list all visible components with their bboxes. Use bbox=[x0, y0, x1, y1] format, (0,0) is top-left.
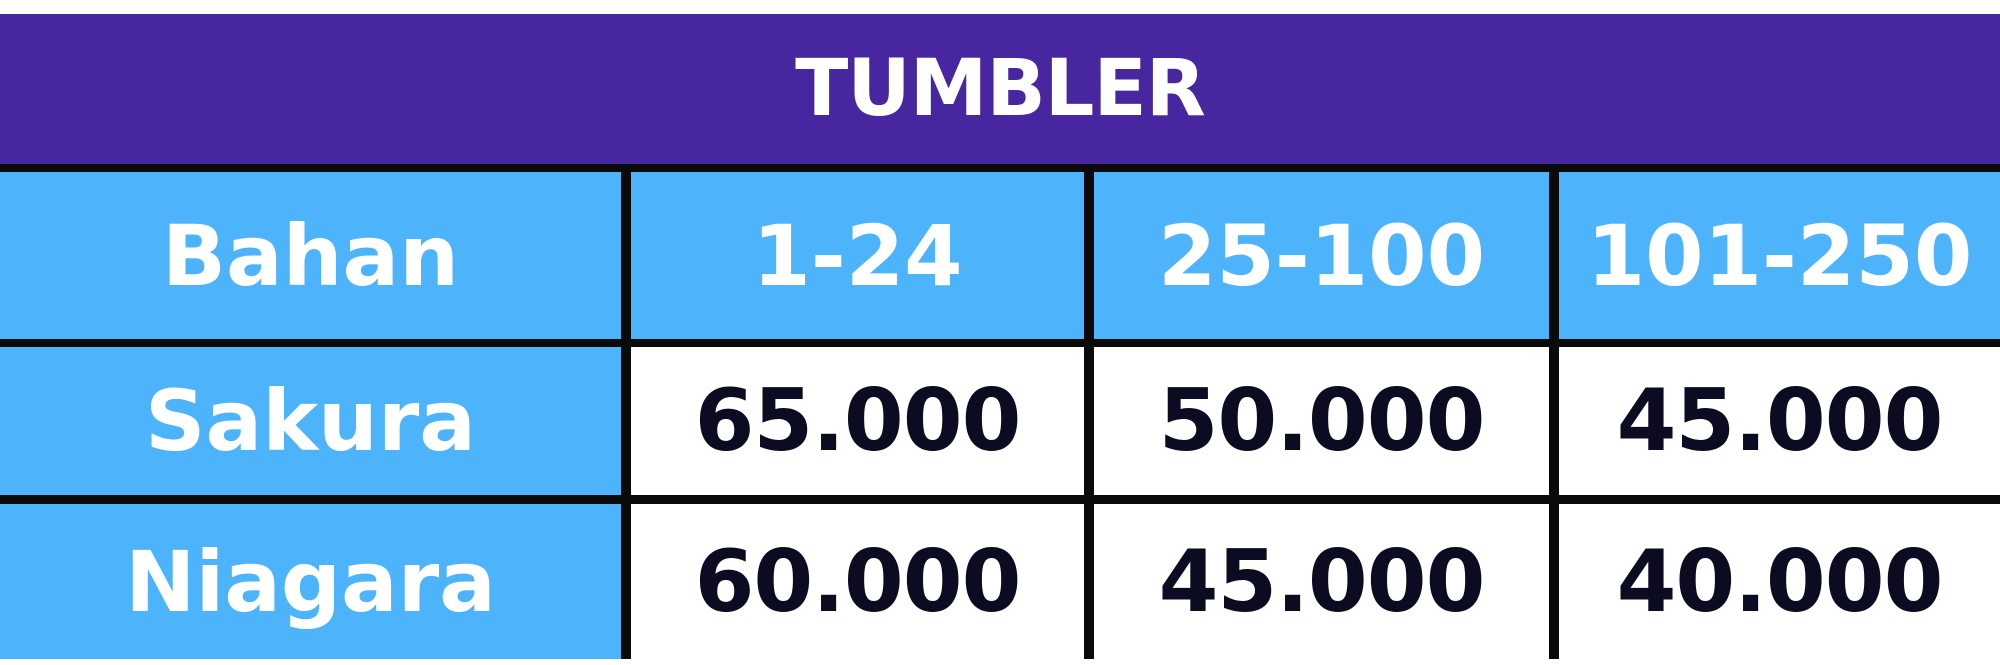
top-margin bbox=[0, 0, 2000, 14]
table-title: TUMBLER bbox=[795, 44, 1206, 134]
header-cell-qty-25-100: 25-100 bbox=[1094, 172, 1549, 339]
price-cell: 50.000 bbox=[1094, 347, 1549, 495]
price-table: TUMBLER Bahan 1-24 25-100 101-250 Sakura… bbox=[0, 14, 2000, 659]
header-cell-material: Bahan bbox=[0, 172, 621, 339]
row-label-niagara: Niagara bbox=[0, 504, 621, 659]
bottom-margin bbox=[0, 659, 2000, 665]
header-cell-qty-1-24: 1-24 bbox=[631, 172, 1084, 339]
price-cell: 40.000 bbox=[1559, 504, 2000, 659]
header-cell-qty-101-250: 101-250 bbox=[1559, 172, 2000, 339]
price-cell: 45.000 bbox=[1094, 504, 1549, 659]
price-cell: 65.000 bbox=[631, 347, 1084, 495]
price-cell: 60.000 bbox=[631, 504, 1084, 659]
price-cell: 45.000 bbox=[1559, 347, 2000, 495]
table-title-bar: TUMBLER bbox=[0, 14, 2000, 164]
row-label-sakura: Sakura bbox=[0, 347, 621, 495]
